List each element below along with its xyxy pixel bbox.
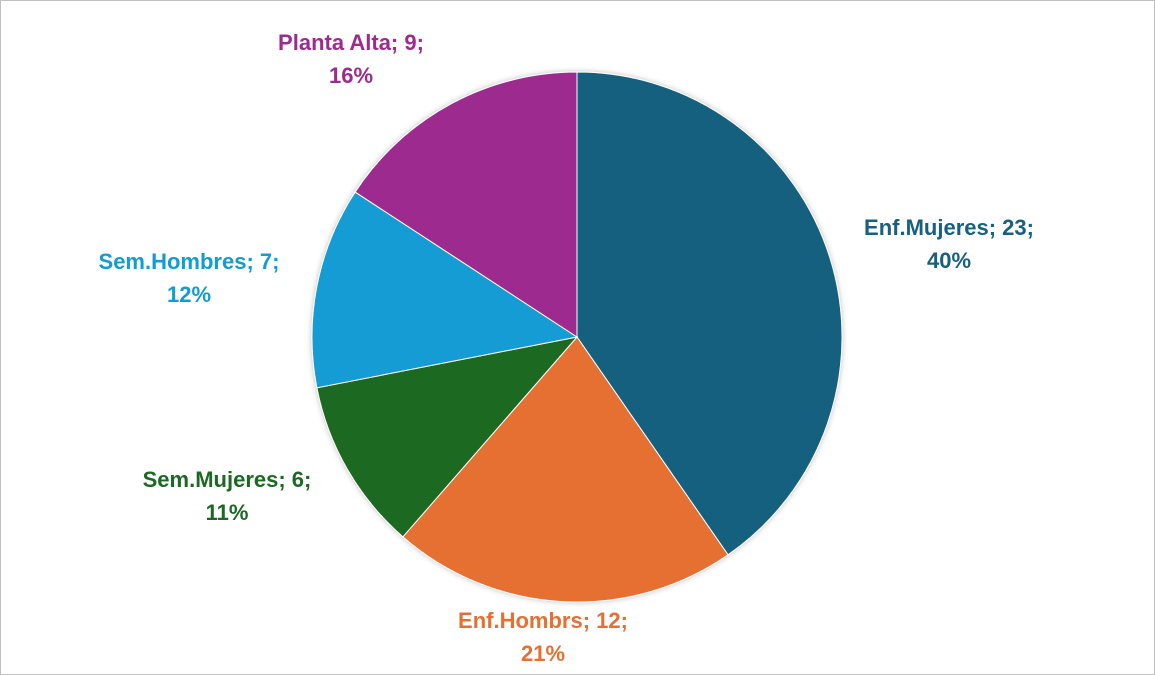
data-label-planta-alta-percent: 16% (329, 63, 373, 88)
data-label-enf-hombrs-name-value: Enf.Hombrs; 12; (458, 608, 628, 633)
pie-slice-sem-hombres (311, 191, 579, 389)
data-label-enf-hombrs-percent: 21% (521, 641, 565, 666)
pie-slices (311, 71, 843, 603)
pie-slice-enf-mujeres (576, 71, 843, 556)
data-label-sem-hombres-name-value: Sem.Hombres; 7; (99, 249, 280, 274)
data-label-enf-mujeres-percent: 40% (927, 248, 971, 273)
pie-slice-planta-alta (354, 71, 578, 338)
pie-data-labels: Enf.Mujeres; 23; 40% Enf.Hombrs; 12; 21% Sem… (99, 30, 1034, 666)
data-label-sem-mujeres-percent: 11% (206, 500, 249, 525)
data-label-sem-mujeres-name-value: Sem.Mujeres; 6; (143, 467, 312, 492)
data-label-enf-mujeres-name-value: Enf.Mujeres; 23; (864, 215, 1034, 240)
pie-slice-enf-hombrs (402, 336, 729, 603)
data-label-sem-hombres-percent: 12% (167, 282, 211, 307)
pie-slice-sem-mujeres (316, 336, 579, 538)
data-label-planta-alta-name-value: Planta Alta; 9; (278, 30, 424, 55)
